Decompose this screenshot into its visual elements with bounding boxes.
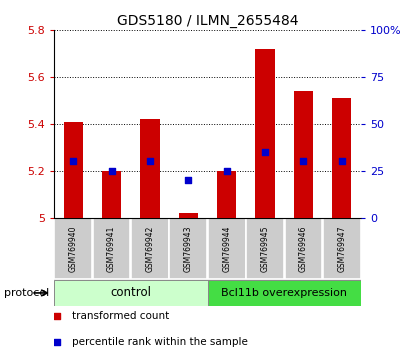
FancyBboxPatch shape <box>246 218 284 279</box>
Bar <box>140 119 159 218</box>
Text: GSM769946: GSM769946 <box>299 225 308 272</box>
Text: GSM769947: GSM769947 <box>337 225 347 272</box>
Title: GDS5180 / ILMN_2655484: GDS5180 / ILMN_2655484 <box>117 14 298 28</box>
Bar <box>256 49 275 218</box>
Bar <box>179 213 198 218</box>
FancyBboxPatch shape <box>169 218 207 279</box>
FancyBboxPatch shape <box>54 280 208 306</box>
FancyBboxPatch shape <box>54 218 92 279</box>
FancyBboxPatch shape <box>285 218 322 279</box>
Text: GSM769941: GSM769941 <box>107 225 116 272</box>
Text: control: control <box>110 286 151 299</box>
Bar <box>294 91 313 218</box>
Point <box>262 149 269 155</box>
FancyBboxPatch shape <box>208 280 361 306</box>
Bar <box>102 171 121 218</box>
FancyBboxPatch shape <box>131 218 169 279</box>
Text: Bcl11b overexpression: Bcl11b overexpression <box>221 288 347 298</box>
FancyBboxPatch shape <box>93 218 130 279</box>
Text: protocol: protocol <box>4 288 49 298</box>
Bar <box>217 171 236 218</box>
Point <box>300 159 307 164</box>
Bar <box>63 121 83 218</box>
Point <box>185 177 192 183</box>
Text: GSM769942: GSM769942 <box>145 225 154 272</box>
Point <box>108 168 115 174</box>
Text: percentile rank within the sample: percentile rank within the sample <box>72 337 248 347</box>
Point <box>70 159 76 164</box>
Point <box>223 168 230 174</box>
Bar <box>332 98 352 218</box>
Text: transformed count: transformed count <box>72 311 170 321</box>
Text: GSM769943: GSM769943 <box>184 225 193 272</box>
Text: GSM769945: GSM769945 <box>261 225 270 272</box>
Point <box>54 313 60 319</box>
FancyBboxPatch shape <box>208 218 246 279</box>
FancyBboxPatch shape <box>323 218 361 279</box>
Point <box>339 159 345 164</box>
Point <box>146 159 153 164</box>
Text: GSM769944: GSM769944 <box>222 225 231 272</box>
Text: GSM769940: GSM769940 <box>68 225 78 272</box>
Point <box>54 339 60 344</box>
